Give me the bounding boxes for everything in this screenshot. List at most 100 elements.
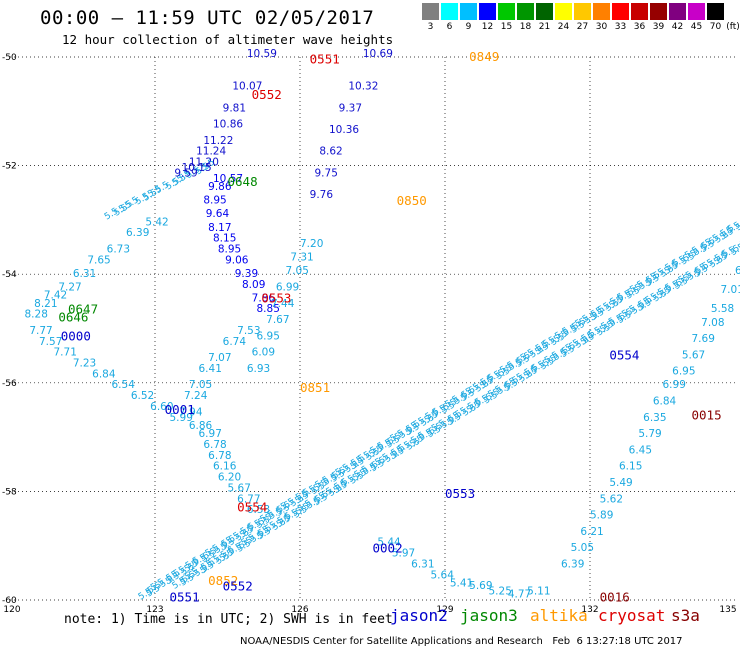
scale-swatch [479,3,496,20]
wave-height-value: 9.59 [174,167,197,179]
scale-swatch [460,3,477,20]
dense-track-mark: 5.5 [729,242,740,258]
map-subtitle: 12 hour collection of altimeter wave hei… [62,32,394,47]
wave-height-value: 6.52 [131,390,154,402]
scale-label: 6 [446,22,453,32]
wave-height-value: 7.01 [721,284,740,296]
time-label: 0000 [61,329,91,344]
time-label: 0849 [469,49,499,64]
wave-height-value: 6.99 [276,281,299,293]
scale-swatch [669,3,686,20]
wave-height-value: 7.53 [237,325,260,337]
wave-height-value: 6.15 [619,461,642,473]
wave-height-value: 7.05 [286,265,309,277]
time-label: 0850 [397,193,427,208]
wave-height-value: 9.75 [315,167,338,179]
wave-height-value: 9.39 [235,268,258,280]
wave-height-value: 7.65 [87,254,110,266]
wave-height-value: 7.94 [179,406,203,418]
scale-swatch [593,3,610,20]
scale-swatch [650,3,667,20]
scale-label: 36 [633,22,646,32]
wave-height-value: 6.47 [735,265,740,277]
wave-height-value: 6.09 [252,347,275,359]
wave-height-value: 11.20 [189,157,219,169]
wave-height-value: 6.16 [213,461,237,473]
wave-height-value: 5.99 [170,412,193,424]
wave-height-value: 6.95 [672,366,695,378]
wave-height-value: 6.21 [580,526,603,538]
scale-swatch [612,3,629,20]
satellite-legend-cryosat: cryosat [598,606,666,625]
wave-height-value: 5.64 [431,569,455,581]
wave-height-value: 10.69 [363,48,393,60]
wave-height-value: 6.77 [237,493,260,505]
wave-height-value: 6.84 [92,368,116,380]
wave-height-value: 9.86 [208,181,232,193]
time-label: 0852 [208,573,238,588]
wave-height-value: 6.31 [411,558,434,570]
wave-height-value: 10.32 [348,81,378,93]
time-label: 0015 [692,407,722,422]
wave-height-value: 5.67 [682,349,705,361]
scale-label: 3 [427,22,434,32]
time-label: 0646 [58,310,88,325]
wave-height-value: 5.89 [590,510,613,522]
wave-height-value: 8.17 [208,222,231,234]
wave-height-value: 6.54 [112,379,136,391]
scale-label: 24 [557,22,570,32]
wave-height-value: 11.22 [203,135,233,147]
scale-label: 33 [614,22,627,32]
wave-height-value: 7.67 [266,314,289,326]
scale-unit: (ft) [726,22,740,32]
wave-height-value: 7.27 [58,281,81,293]
wave-height-value: 7.44 [271,298,295,310]
wave-height-value: 9.76 [310,189,334,201]
wave-height-value: 8.21 [34,298,57,310]
wave-height-value: 7.20 [300,238,323,250]
wave-height-value: 6.95 [257,330,280,342]
time-label: 0551 [170,589,200,604]
time-label: 0552 [223,578,253,593]
map-credit: NOAA/NESDIS Center for Satellite Applica… [240,636,683,647]
lon-tick-label: 132 [581,605,598,615]
satellite-legend-s3a: s3a [671,606,700,625]
wave-height-value: 7.05 [189,379,212,391]
wave-height-value: 6.35 [643,412,666,424]
wave-height-value: 5.42 [145,216,168,228]
wave-height-value: 6.20 [218,472,241,484]
time-label: 0648 [228,174,258,189]
wave-height-value: 6.99 [663,379,686,391]
wave-height-value: 6.97 [199,428,222,440]
wave-height-value: 5.41 [450,577,473,589]
wave-height-value: 5.25 [489,586,512,598]
wave-height-value: 6.39 [126,227,149,239]
wave-height-value: 5.62 [600,493,623,505]
scale-label: 30 [595,22,608,32]
wave-height-value: 8.28 [25,309,48,321]
scale-label: 9 [465,22,472,32]
wave-height-value: 8.95 [218,243,241,255]
wave-height-value: 6.93 [247,363,270,375]
wave-height-value: 8.95 [203,195,226,207]
wave-height-value: 6.86 [189,420,213,432]
wave-height-value: 11.24 [196,146,226,158]
lat-tick-label: -54 [2,270,17,280]
map-note: note: 1) Time is in UTC; 2) SWH is in fe… [64,612,393,627]
wave-height-value: 7.42 [44,290,67,302]
satellite-tracks: 10.5910.079.8110.8611.2211.2411.2010.159… [25,48,740,600]
lat-tick-label: -56 [2,379,17,389]
dense-track-mark: 5.5 [731,239,740,255]
scale-swatch [498,3,515,20]
satellite-legend-altika: altika [530,606,588,625]
scale-swatch [688,3,705,20]
wave-height-value: 7.71 [54,347,77,359]
wave-height-value: 5.97 [392,548,415,560]
time-label: 0002 [373,540,403,555]
wave-height-value: 5.79 [638,428,661,440]
lat-tick-label: -60 [2,596,17,606]
wave-height-value: 7.69 [692,333,715,345]
wave-height-value: 5.67 [228,482,251,494]
scale-label: 27 [576,22,589,32]
